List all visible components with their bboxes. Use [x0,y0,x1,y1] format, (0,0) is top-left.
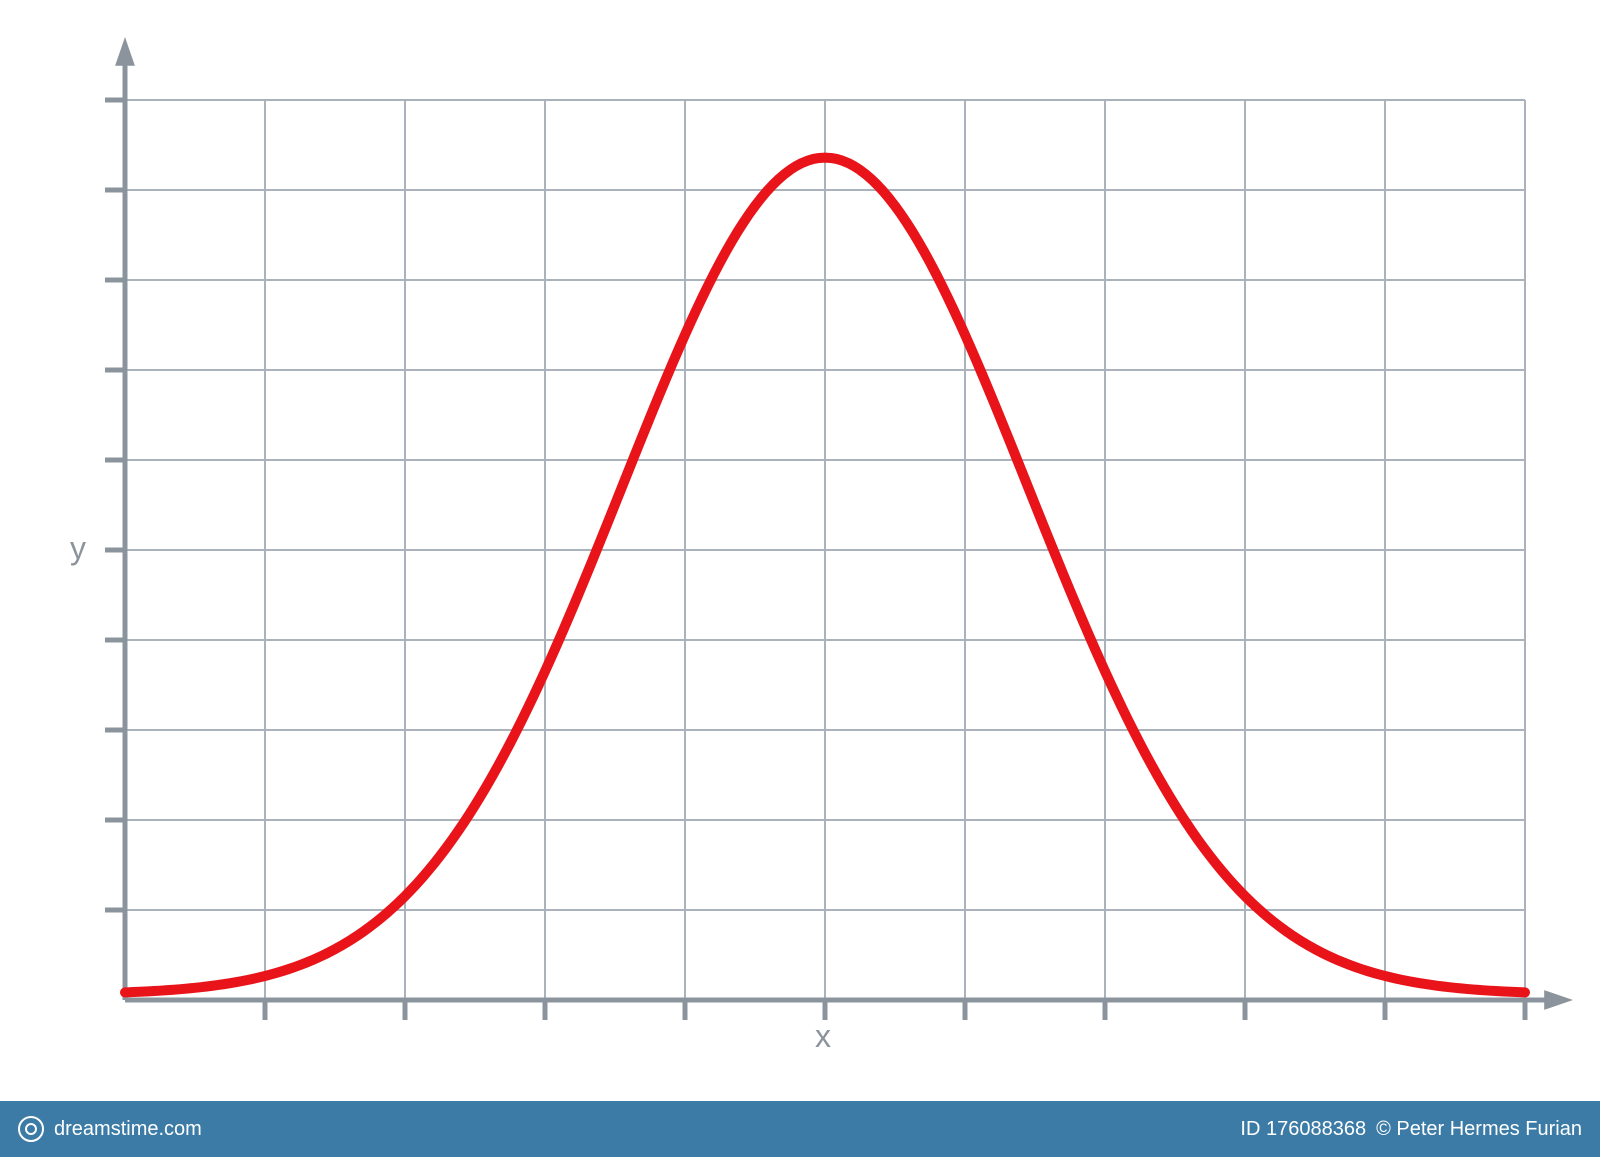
bell-curve-chart: y x [0,0,1600,1157]
y-axis-label: y [70,530,86,567]
footer-id-text: ID 176088368 [1240,1118,1366,1141]
footer-author-text: © Peter Hermes Furian [1376,1118,1582,1141]
camera-icon [18,1116,44,1142]
attribution-footer: dreamstime.com ID 176088368 © Peter Herm… [0,1101,1600,1157]
x-axis-label: x [815,1018,831,1055]
footer-site-text: dreamstime.com [54,1118,202,1141]
chart-svg [0,0,1600,1157]
